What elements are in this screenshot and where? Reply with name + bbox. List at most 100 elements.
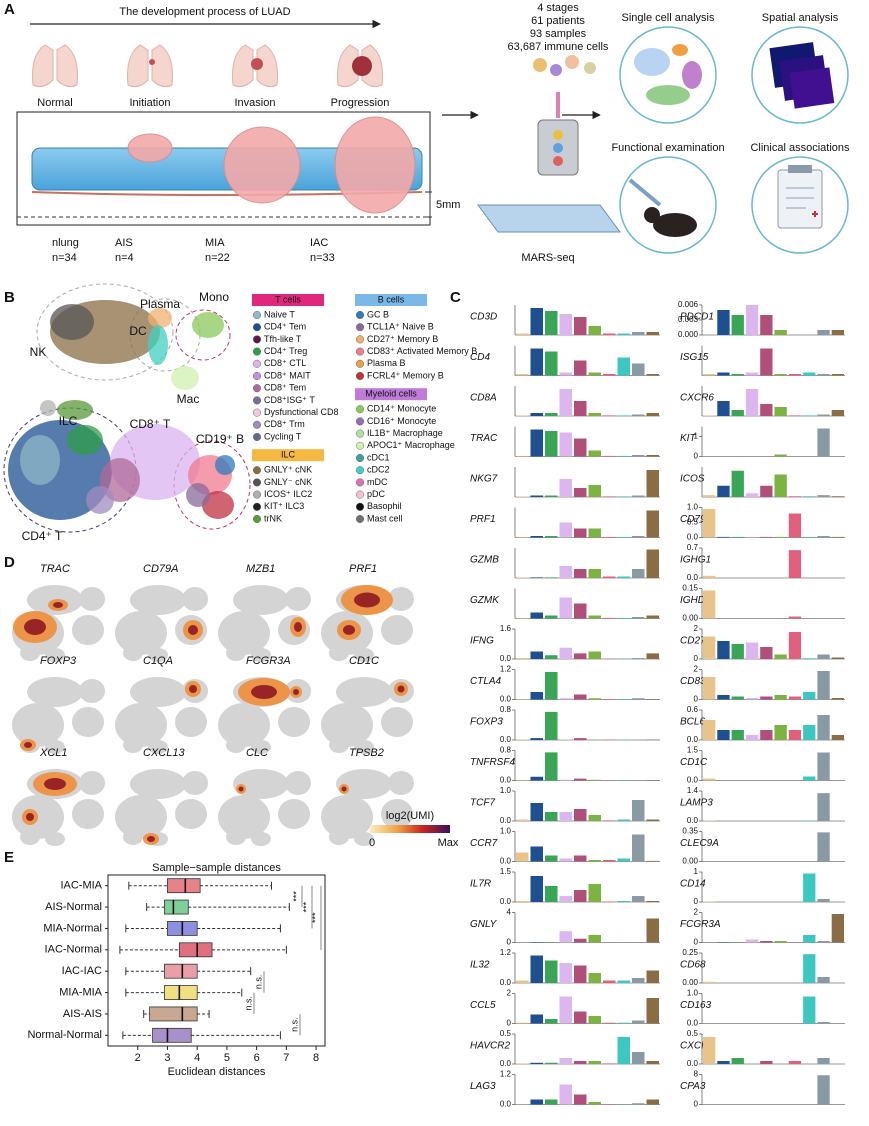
expression-bar	[545, 1099, 558, 1105]
expression-bar	[545, 655, 558, 659]
y-tick-label: 0	[694, 897, 699, 906]
expression-bar	[745, 939, 759, 943]
y-tick-label: 0.6	[687, 705, 699, 714]
umap-cluster	[67, 425, 103, 455]
y-tick-label: 1.5	[687, 746, 699, 755]
expression-bar	[803, 658, 816, 659]
expression-bar	[617, 357, 630, 376]
umap-background	[388, 771, 414, 795]
expression-bar	[617, 333, 630, 335]
expression-bar	[588, 1102, 601, 1105]
gene-label: BCL6	[680, 717, 705, 728]
chart-title: Sample−sample distances	[152, 862, 281, 874]
expression-core	[294, 622, 302, 632]
box	[164, 985, 198, 1000]
expression-bar	[530, 692, 543, 700]
gene-label: IL32	[470, 960, 490, 971]
legend-swatch	[356, 405, 365, 414]
expression-bar	[632, 896, 645, 902]
expression-bar	[588, 973, 601, 983]
expression-bar	[559, 931, 572, 943]
expression-bar	[588, 326, 601, 335]
y-tick-label: 0.0	[687, 776, 699, 785]
y-tick-label: 4	[507, 908, 512, 917]
legend-label: Cycling T	[264, 431, 302, 441]
expression-bar	[516, 333, 529, 335]
expression-bar	[559, 647, 572, 659]
expression-bar	[745, 389, 759, 416]
expression-bar	[760, 536, 773, 538]
legend-swatch	[356, 478, 365, 487]
umap-background	[218, 611, 270, 655]
expression-bar	[803, 996, 816, 1024]
gene-label: CD68	[680, 960, 706, 971]
y-tick-label: IAC-MIA	[60, 880, 102, 892]
expression-bar	[545, 311, 558, 335]
expression-bar	[574, 1011, 587, 1024]
legend-swatch	[252, 433, 261, 442]
legend-swatch	[252, 396, 261, 405]
gene-label: CD4	[470, 352, 490, 363]
expression-bar	[703, 677, 716, 700]
expression-bar	[516, 1022, 529, 1024]
y-tick-label: 0.00	[682, 614, 698, 623]
platform-label: MARS-seq	[521, 252, 574, 264]
gene-label: PDCD1	[680, 312, 714, 323]
legend-swatch	[356, 466, 365, 475]
expression-bar	[774, 695, 787, 700]
x-tick-label: 8	[313, 1052, 319, 1064]
expression-bar	[803, 873, 816, 902]
y-tick-label: 0.0	[500, 1100, 512, 1109]
umap-background	[79, 771, 105, 795]
expression-bar	[760, 315, 773, 335]
expression-bar	[803, 415, 816, 416]
expression-bar	[717, 730, 730, 740]
gene-label: FCGR3A	[680, 919, 721, 930]
group-n: n=4	[115, 252, 134, 264]
umap-background	[72, 615, 104, 645]
expression-bar	[646, 374, 659, 376]
process-title: The development process of LUAD	[119, 6, 290, 18]
y-tick-label: 0.0	[500, 695, 512, 704]
expression-bar	[559, 479, 572, 497]
expression-core	[354, 592, 380, 608]
expression-bar	[703, 981, 716, 983]
legend-label: CD83⁺ Activated Memory B	[367, 346, 477, 356]
significance-label: ***	[291, 891, 301, 902]
x-tick-label: 5	[224, 1052, 230, 1064]
legend-label: CD14⁺ Monocyte	[367, 404, 436, 414]
colorbar-min: 0	[369, 837, 375, 849]
expression-bar	[788, 730, 802, 740]
expression-bar	[545, 615, 558, 619]
expression-core	[24, 742, 32, 748]
expression-bar	[530, 803, 543, 821]
x-tick-label: 2	[135, 1052, 141, 1064]
legend-label: cDC1	[367, 452, 390, 462]
umap-cluster	[192, 312, 224, 338]
expression-bar	[817, 1058, 830, 1064]
expression-bar	[745, 536, 759, 538]
expression-bar	[774, 407, 787, 416]
umap-background	[218, 703, 270, 747]
expression-bar	[574, 778, 587, 781]
legend-label: Dysfunctional CD8	[264, 407, 339, 417]
y-tick-label: 1.0	[687, 503, 699, 512]
expression-bar	[817, 793, 830, 821]
expression-bar	[559, 963, 572, 983]
legend-label: cDC2	[367, 465, 390, 475]
expression-bar	[574, 738, 587, 740]
expression-bar	[646, 699, 659, 700]
umap-background	[321, 703, 373, 747]
legend-swatch	[356, 417, 365, 426]
umap-background	[45, 740, 65, 754]
expression-bar	[632, 363, 645, 376]
expression-bar	[559, 1058, 572, 1064]
legend-label: CD16⁺ Monocyte	[367, 416, 436, 426]
gene-label: FOXP3	[470, 717, 503, 728]
legend-swatch	[356, 372, 365, 381]
y-tick-label: 1.5	[500, 867, 512, 876]
expression-bar	[530, 495, 543, 497]
expression-core	[26, 813, 34, 821]
expression-bar	[574, 965, 587, 983]
expression-bar	[530, 348, 543, 376]
